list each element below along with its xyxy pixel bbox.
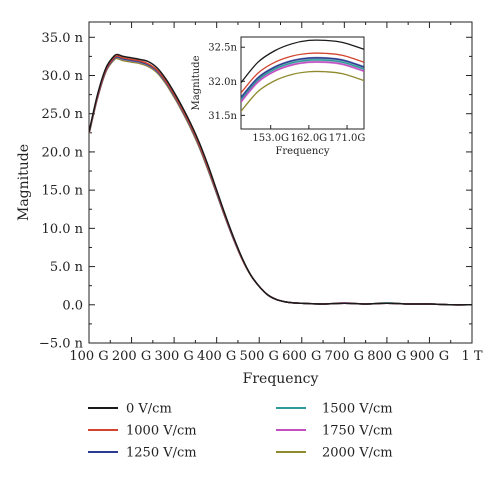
inset-x-tick-label: 162.0G (291, 133, 328, 144)
inset-x-tick-label: 171.0G (329, 133, 366, 144)
inset-band-1500-v-cm (241, 58, 364, 101)
y-tick-label: 25.0 n (42, 107, 84, 122)
legend-label: 2000 V/cm (322, 446, 393, 461)
legend-label: 1500 V/cm (322, 402, 393, 417)
inset-x-tick-label: 153.0G (252, 133, 289, 144)
x-tick-label: 900 G (410, 349, 449, 364)
x-axis-label: Frequency (243, 371, 319, 387)
main-plot: 100 G 200 G 300 G 400 G 500 G 600 G 700 G 800 G… (16, 21, 483, 387)
y-tick-label: 15.0 n (42, 184, 84, 199)
inset-series-line-2000-v-cm (241, 70, 364, 112)
y-tick-label: 5.0 n (50, 260, 84, 275)
y-tick-label: 0.0 (62, 298, 83, 313)
legend-label: 1000 V/cm (126, 424, 197, 439)
inset-frame (240, 36, 365, 130)
inset-series-line-0-v-cm (241, 39, 364, 84)
x-tick-label: 1 T (461, 349, 482, 364)
x-tick-label: 100 G (69, 349, 108, 364)
x-tick-label: 300 G (154, 349, 193, 364)
series-group (89, 53, 472, 306)
y-tick-label: 10.0 n (42, 222, 84, 237)
inset-y-axis-label: Magnitude (191, 55, 202, 110)
inset-band-1250-v-cm (241, 56, 364, 99)
y-tick-label: −5.0 n (39, 337, 84, 352)
legend-label: 1250 V/cm (126, 446, 197, 461)
inset-series-line-1000-v-cm (241, 52, 364, 94)
x-tick-label: 700 G (325, 349, 364, 364)
inset-band-1750-v-cm (241, 60, 364, 103)
x-tick-label: 800 G (367, 349, 406, 364)
x-tick-label: 500 G (240, 349, 279, 364)
inset-y-tick-label: 32.0n (208, 77, 237, 88)
inset-plot: 153.0G 162.0G 171.0G 31.5n 32.0n 32.5n Frequen… (191, 36, 366, 157)
y-axis-label: Magnitude (16, 144, 32, 221)
series-line-0-v-cm (89, 53, 472, 306)
y-tick-label: 35.0 n (42, 31, 84, 46)
legend-label: 1750 V/cm (322, 424, 393, 439)
y-tick-label: 30.0 n (42, 69, 84, 84)
x-tick-label: 200 G (112, 349, 151, 364)
inset-y-tick-label: 31.5n (208, 111, 237, 122)
y-tick-label: 20.0 n (42, 145, 84, 160)
x-tick-label: 400 G (197, 349, 236, 364)
x-tick-label: 600 G (282, 349, 321, 364)
inset-series-group (241, 39, 364, 112)
legend-label: 0 V/cm (126, 402, 172, 417)
legend: 0 V/cm 1000 V/cm 1250 V/cm 1500 V/cm 1750 V/… (88, 402, 393, 461)
inset-x-axis-label: Frequency (275, 146, 329, 157)
inset-y-tick-label: 32.5n (208, 43, 237, 54)
